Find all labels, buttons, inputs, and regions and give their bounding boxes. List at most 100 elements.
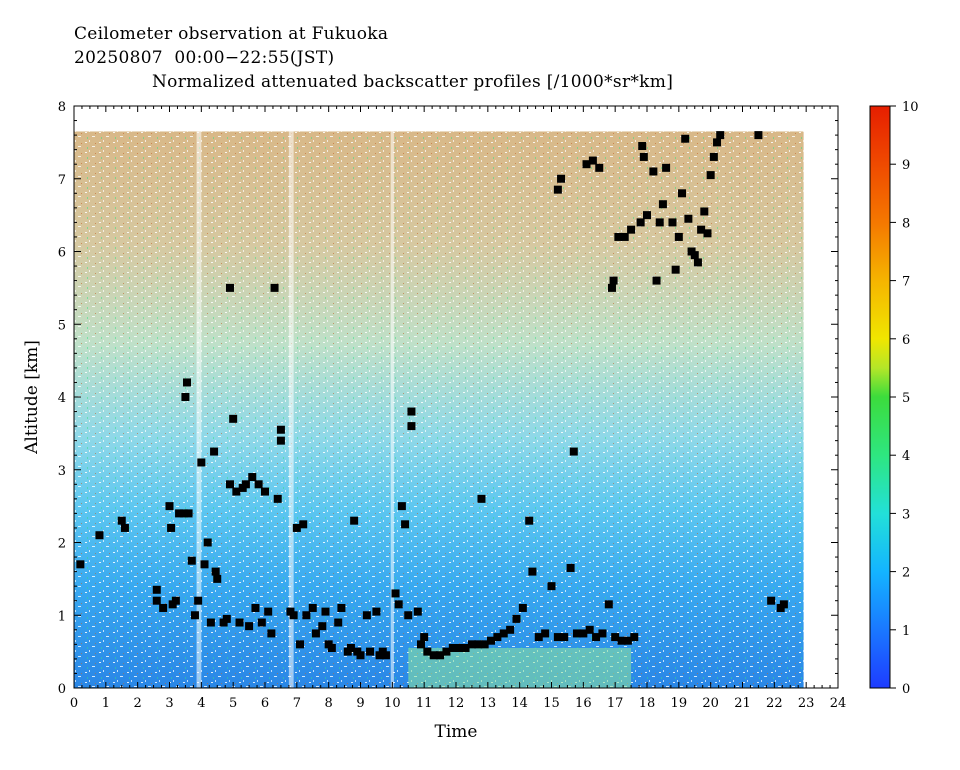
y-tick-label: 6 <box>58 246 66 261</box>
cloud-base-point <box>362 611 371 620</box>
cloud-base-point <box>235 618 244 627</box>
cloud-base-point <box>690 251 699 260</box>
cloud-base-point <box>350 516 359 525</box>
x-tick-label: 5 <box>229 696 237 711</box>
cloud-base-point <box>299 520 308 529</box>
cloud-base-point <box>200 560 209 569</box>
cloud-base-point <box>627 225 636 234</box>
cloud-base-point <box>334 618 343 627</box>
cloud-base-point <box>592 633 601 642</box>
x-tick-label: 16 <box>575 696 592 711</box>
cloud-base-point <box>184 509 193 518</box>
cloud-base-point <box>327 643 336 652</box>
cloud-base-point <box>404 611 413 620</box>
chart-title-quantity: Normalized attenuated backscatter profil… <box>152 72 674 92</box>
colorbar-tick-label: 4 <box>902 449 910 464</box>
cloud-base-point <box>448 643 457 652</box>
y-tick-label: 3 <box>58 464 66 479</box>
cloud-base-point <box>506 625 515 634</box>
colorbar-tick-label: 9 <box>902 158 910 173</box>
cloud-base-point <box>493 633 502 642</box>
cloud-base-point <box>225 480 234 489</box>
cloud-base-point <box>477 494 486 503</box>
cloud-base-point <box>225 283 234 292</box>
cloud-base-point <box>248 473 257 482</box>
cloud-base-point <box>381 651 390 660</box>
x-axis: 0 1 2 3 4 5 6 7 8 9 10 11 12 13 14 15 16 17 18 19 20 21 22 23 24 <box>70 106 846 711</box>
cloud-base-point <box>652 276 661 285</box>
cloud-base-point <box>655 218 664 227</box>
cloud-base-point <box>436 651 445 660</box>
signal-gap <box>390 131 394 688</box>
cloud-base-point <box>416 640 425 649</box>
cloud-base-point <box>356 651 365 660</box>
cloud-base-point <box>499 629 508 638</box>
cloud-base-point <box>706 171 715 180</box>
cloud-base-point <box>623 636 632 645</box>
signal-gap <box>288 131 294 688</box>
cloud-base-point <box>636 218 645 227</box>
cloud-base-point <box>321 607 330 616</box>
cloud-base-point <box>569 447 578 456</box>
cloud-base-point <box>518 603 527 612</box>
cloud-base-point <box>179 509 188 518</box>
cloud-base-point <box>276 436 285 445</box>
cloud-base-point <box>528 567 537 576</box>
cloud-base-point <box>423 647 432 656</box>
x-tick-label: 11 <box>416 696 433 711</box>
cloud-base-point <box>183 378 192 387</box>
x-tick-label: 22 <box>766 696 783 711</box>
x-tick-label: 17 <box>607 696 624 711</box>
cloud-base-point <box>413 607 422 616</box>
y-tick-label: 0 <box>58 682 66 697</box>
cloud-base-point <box>512 614 521 623</box>
chart-title-location: Ceilometer observation at Fukuoka <box>74 24 389 44</box>
cloud-base-point <box>232 487 241 496</box>
cloud-base-point <box>187 556 196 565</box>
cloud-base-point <box>697 225 706 234</box>
cloud-base-point <box>693 258 702 267</box>
cloud-base-point <box>254 480 263 489</box>
cloud-base-point <box>206 618 215 627</box>
cloud-base-point <box>194 596 203 605</box>
cloud-base-point <box>525 516 534 525</box>
cloud-base-point <box>95 531 104 540</box>
cloud-base-point <box>754 131 763 140</box>
cloud-base-point <box>668 218 677 227</box>
cloud-base-point <box>620 232 629 241</box>
x-tick-label: 19 <box>671 696 688 711</box>
cloud-base-point <box>311 629 320 638</box>
x-tick-label: 0 <box>70 696 78 711</box>
cloud-base-point <box>547 582 556 591</box>
cloud-base-point <box>270 283 279 292</box>
cloud-base-point <box>678 189 687 198</box>
cloud-base-point <box>716 131 725 140</box>
x-tick-label: 23 <box>798 696 815 711</box>
cloud-base-point <box>245 622 254 631</box>
x-tick-label: 10 <box>384 696 401 711</box>
cloud-base-point <box>671 265 680 274</box>
cloud-base-point <box>767 596 776 605</box>
cloud-base-point <box>638 142 647 151</box>
colorbar-tick-label: 10 <box>902 100 919 115</box>
cloud-base-point <box>337 603 346 612</box>
x-tick-label: 1 <box>102 696 110 711</box>
x-tick-label: 7 <box>293 696 301 711</box>
x-tick-label: 20 <box>702 696 719 711</box>
cloud-base-point <box>598 629 607 638</box>
x-tick-label: 12 <box>448 696 465 711</box>
cloud-base-point <box>700 207 709 216</box>
cloud-base-point <box>261 487 269 496</box>
cloud-base-point <box>264 607 273 616</box>
cloud-base-point <box>171 596 180 605</box>
colorbar-tick-label: 6 <box>902 333 910 348</box>
cloud-base-point <box>643 211 651 220</box>
cloud-base-point <box>467 640 476 649</box>
cloud-base-point <box>557 174 566 183</box>
y-tick-label: 7 <box>58 173 66 188</box>
signal-gap <box>196 131 202 688</box>
cloud-base-point <box>553 185 562 194</box>
cloud-base-point <box>181 393 190 401</box>
cloud-base-point <box>560 633 569 642</box>
